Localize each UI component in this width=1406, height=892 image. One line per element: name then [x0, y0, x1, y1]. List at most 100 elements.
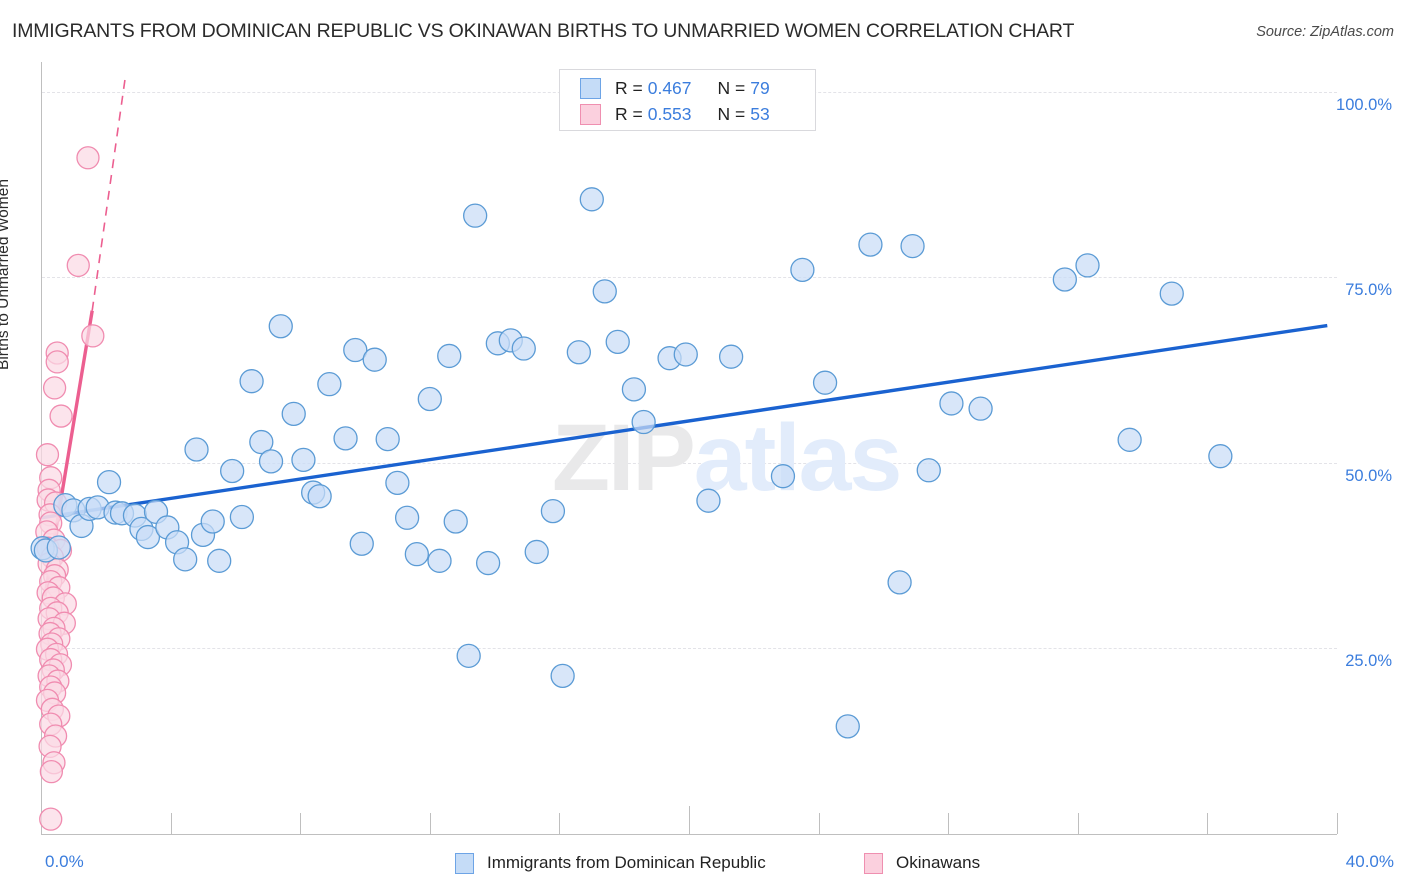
scatter-point[interactable]: [362, 347, 387, 372]
trendline-dashed: [91, 73, 127, 311]
scatter-point[interactable]: [718, 344, 744, 369]
scatter-point[interactable]: [375, 426, 400, 452]
scatter-point[interactable]: [173, 547, 198, 572]
scatter-point[interactable]: [220, 458, 245, 484]
scatter-point[interactable]: [317, 372, 342, 397]
scatter-point[interactable]: [135, 524, 161, 550]
x-axis-tick: [689, 806, 690, 834]
scatter-point[interactable]: [1052, 267, 1077, 292]
scatter-point[interactable]: [566, 340, 591, 365]
scatter-point[interactable]: [35, 443, 60, 467]
scatter-point[interactable]: [887, 570, 912, 595]
scatter-point[interactable]: [207, 548, 232, 573]
scatter-point[interactable]: [307, 484, 332, 509]
scatter-point[interactable]: [184, 437, 209, 462]
scatter-point[interactable]: [673, 342, 698, 367]
x-axis-min-label: 0.0%: [45, 852, 84, 871]
scatter-point[interactable]: [456, 643, 481, 668]
scatter-point[interactable]: [281, 401, 306, 427]
scatter-point[interactable]: [394, 505, 420, 530]
scatter-point[interactable]: [1208, 444, 1233, 469]
scatter-point[interactable]: [511, 336, 536, 361]
stats-row-blue: R = 0.467 N = 79: [580, 76, 770, 100]
scatter-point[interactable]: [76, 146, 100, 170]
legend-swatch-pink: [864, 852, 883, 874]
scatter-point[interactable]: [592, 279, 617, 304]
scatter-point[interactable]: [385, 470, 410, 496]
scatter-point[interactable]: [404, 542, 429, 567]
scatter-point[interactable]: [42, 376, 67, 400]
stats-row-pink: R = 0.553 N = 53: [580, 102, 770, 126]
scatter-point[interactable]: [81, 324, 105, 348]
y-axis-tick-label: 100.0%: [1336, 95, 1392, 114]
scatter-point[interactable]: [333, 426, 358, 451]
scatter-point[interactable]: [200, 509, 225, 534]
stats-r-label-blue: R =: [615, 77, 643, 98]
scatter-point[interactable]: [939, 391, 964, 416]
scatter-point[interactable]: [349, 531, 374, 556]
stats-n-label-pink: N =: [717, 103, 746, 124]
scatter-point[interactable]: [858, 232, 883, 257]
y-axis-tick-label: 50.0%: [1345, 466, 1392, 485]
scatter-point[interactable]: [968, 396, 993, 421]
x-axis-tick: [818, 813, 820, 834]
scatter-point[interactable]: [66, 253, 90, 278]
stats-r-value-blue: 0.467: [647, 77, 692, 98]
scatter-point[interactable]: [770, 464, 796, 489]
scatter-point[interactable]: [475, 550, 501, 576]
legend-label-okinawans: Okinawans: [896, 853, 981, 872]
scatter-point[interactable]: [46, 535, 71, 560]
scatter-point[interactable]: [258, 449, 284, 474]
scatter-point[interactable]: [45, 350, 69, 374]
scatter-point[interactable]: [916, 458, 941, 483]
scatter-point[interactable]: [1117, 427, 1142, 452]
stats-n-value-pink: 53: [750, 103, 770, 124]
scatter-point[interactable]: [96, 469, 122, 495]
scatter-point[interactable]: [550, 663, 575, 689]
stats-r-value-pink: 0.553: [647, 103, 692, 124]
scatter-point[interactable]: [239, 369, 264, 394]
scatter-point[interactable]: [229, 504, 255, 530]
gridline: [42, 277, 1337, 279]
stats-n-value-blue: 79: [750, 77, 770, 98]
scatter-point[interactable]: [900, 233, 925, 259]
y-axis-tick-label: 75.0%: [1345, 281, 1392, 300]
scatter-point[interactable]: [579, 187, 604, 212]
scatter-point[interactable]: [790, 257, 815, 282]
scatter-point[interactable]: [49, 404, 73, 428]
scatter-point[interactable]: [631, 409, 656, 435]
stats-r-label-pink: R =: [615, 103, 643, 124]
scatter-point[interactable]: [1075, 253, 1100, 278]
scatter-point[interactable]: [268, 314, 293, 339]
scatter-point[interactable]: [39, 759, 64, 784]
scatter-point[interactable]: [696, 488, 721, 513]
scatter-point[interactable]: [812, 370, 838, 395]
scatter-point[interactable]: [437, 343, 462, 369]
y-axis-tick-label: 25.0%: [1345, 652, 1392, 671]
scatter-point[interactable]: [463, 203, 488, 228]
x-axis-tick: [429, 813, 431, 834]
scatter-point[interactable]: [39, 807, 63, 831]
legend-item-immigrants[interactable]: Immigrants from Dominican Republic: [455, 851, 766, 875]
scatter-point[interactable]: [1159, 281, 1184, 306]
scatter-point[interactable]: [524, 539, 549, 565]
x-axis-tick: [948, 813, 950, 834]
stats-n-label-blue: N =: [717, 77, 746, 98]
x-axis-tick: [1207, 813, 1209, 834]
scatter-point[interactable]: [427, 548, 452, 573]
stats-swatch-blue: [580, 77, 601, 99]
x-axis-line: [41, 834, 1337, 835]
scatter-point[interactable]: [343, 337, 368, 363]
scatter-point[interactable]: [835, 714, 860, 739]
scatter-point[interactable]: [443, 509, 468, 534]
x-axis-tick: [170, 813, 172, 834]
page-title: IMMIGRANTS FROM DOMINICAN REPUBLIC VS OK…: [12, 20, 1075, 42]
scatter-point[interactable]: [540, 498, 566, 524]
legend-item-okinawans[interactable]: Okinawans: [864, 851, 980, 875]
scatter-point[interactable]: [621, 377, 647, 402]
scatter-point[interactable]: [249, 429, 274, 455]
scatter-point[interactable]: [291, 447, 316, 473]
scatter-point[interactable]: [417, 386, 442, 412]
scatter-point[interactable]: [605, 329, 630, 355]
